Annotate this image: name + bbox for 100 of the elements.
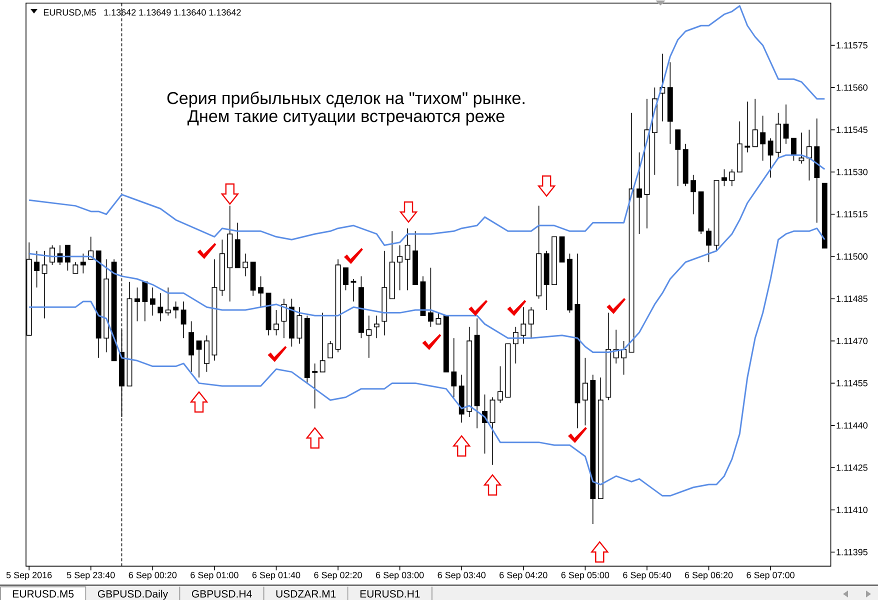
candlestick [142, 281, 148, 322]
candlestick [520, 306, 526, 344]
candlestick [590, 374, 596, 524]
candlestick [80, 253, 86, 274]
candlestick [814, 118, 820, 224]
candlestick [544, 250, 550, 310]
candlestick [250, 262, 256, 296]
text: GBPUSD.H4 [192, 590, 252, 598]
x-tick-label: 5 Sep 23:40 [66, 572, 115, 580]
candlestick [783, 104, 789, 144]
text: GBPUSD.Daily [98, 590, 168, 600]
y-tick-label: 1.11395 [836, 548, 868, 556]
text: EURUSD.M5 [13, 590, 74, 598]
candlestick [760, 115, 766, 162]
candlestick [466, 326, 472, 418]
candlestick [752, 98, 758, 148]
text: EURUSD.H1 [360, 590, 420, 598]
candlestick [552, 236, 558, 286]
candlestick [335, 258, 341, 353]
candlestick [320, 312, 326, 372]
candlestick [180, 301, 186, 339]
candlestick [706, 228, 712, 263]
candlestick [505, 343, 511, 398]
candlestick [628, 112, 634, 353]
candlestick [312, 363, 318, 409]
candlestick [296, 306, 302, 344]
candlestick [436, 312, 442, 324]
candlestick [791, 138, 796, 162]
x-tick-label: 6 Sep 02:20 [314, 572, 362, 580]
candlestick [490, 396, 496, 466]
candlestick [682, 143, 688, 186]
candlestick [598, 377, 604, 500]
y-tick-label: 1.11575 [836, 42, 868, 48]
candlestick [675, 129, 681, 186]
candlestick [443, 315, 449, 372]
candlestick [42, 250, 48, 319]
y-tick-label: 1.11500 [836, 253, 868, 260]
candlestick [165, 287, 171, 316]
x-tick-label: 5 Sep 2016 [6, 572, 52, 580]
candlestick [714, 180, 720, 252]
candlestick [412, 230, 418, 286]
candlestick [358, 276, 364, 339]
y-tick-label: 1.11455 [836, 380, 868, 386]
candlestick [126, 281, 132, 386]
candlestick [536, 205, 542, 300]
x-tick-label: 6 Sep 07:00 [746, 572, 794, 580]
x-tick-label: 6 Sep 01:40 [252, 572, 300, 580]
candlestick [242, 253, 248, 277]
candlestick [188, 320, 194, 372]
y-tick-label: 1.11560 [836, 84, 868, 91]
candlestick [559, 236, 565, 263]
x-tick-label: 6 Sep 01:00 [190, 572, 238, 580]
x-tick-label: 6 Sep 03:00 [376, 572, 424, 580]
candlestick [458, 374, 464, 424]
y-tick-label: 1.11485 [836, 296, 868, 302]
candlestick [382, 250, 388, 336]
candlestick [736, 120, 742, 172]
candlestick [34, 250, 40, 288]
x-tick-label: 6 Sep 06:20 [684, 572, 733, 580]
y-tick-label: 1.11410 [836, 506, 868, 514]
annotation: Днем такие ситуации встречаются реже [188, 110, 504, 126]
candlestick [350, 278, 356, 302]
candlestick [567, 253, 572, 314]
candlestick [498, 366, 503, 404]
y-tick-label: 1.11440 [836, 422, 868, 429]
x-tick-label: 6 Sep 03:40 [438, 572, 486, 580]
candlestick [822, 182, 828, 248]
candlestick [343, 267, 348, 291]
candlestick [234, 222, 240, 268]
candlestick [96, 250, 102, 358]
y-tick-label: 1.11425 [836, 464, 868, 471]
x-tick-label: 6 Sep 00:20 [128, 572, 177, 580]
annotation: Серия прибыльных сделок на "тихом" рынке. [167, 91, 524, 108]
candlestick [606, 312, 612, 400]
candlestick [768, 138, 774, 178]
x-tick-label: 6 Sep 05:40 [623, 572, 671, 580]
y-tick-label: 1.11545 [836, 126, 868, 133]
text: USDZAR.M1 [276, 590, 336, 598]
candlestick [328, 340, 334, 358]
candlestick [776, 112, 782, 158]
candlestick [698, 191, 704, 234]
candlestick [528, 306, 534, 339]
candlestick [374, 315, 380, 339]
candlestick [690, 174, 696, 215]
candlestick [111, 258, 117, 362]
candlestick [744, 101, 750, 153]
candlestick [667, 62, 673, 144]
text: EURUSD,M5 [44, 9, 96, 17]
x-tick-label: 6 Sep 04:20 [500, 572, 548, 580]
candlestick [158, 292, 164, 322]
candlestick [219, 239, 225, 296]
candlestick [574, 253, 580, 429]
candlestick [366, 315, 372, 358]
candlestick [104, 258, 110, 353]
candlestick [451, 338, 457, 398]
candlestick [274, 310, 279, 336]
candlestick [196, 340, 202, 378]
candlestick [288, 298, 294, 347]
candlestick [474, 318, 480, 429]
candlestick [389, 230, 395, 300]
